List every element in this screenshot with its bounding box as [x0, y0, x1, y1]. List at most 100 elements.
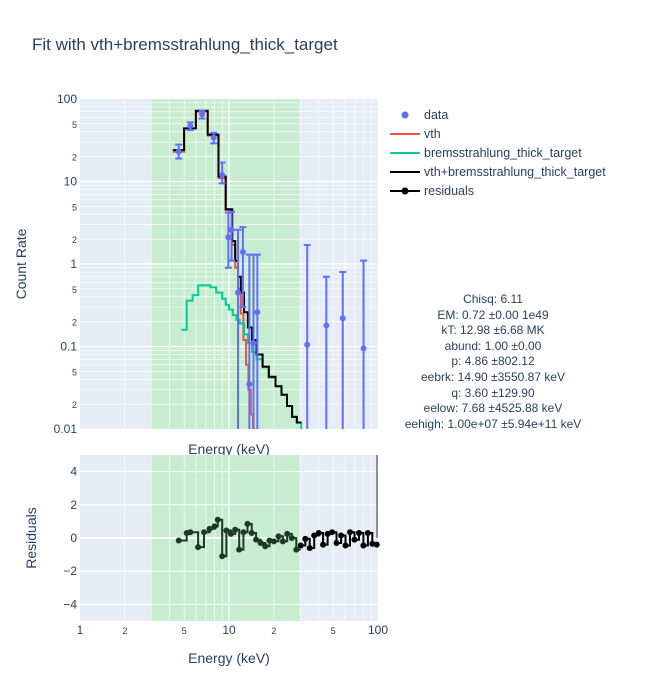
data-point	[175, 143, 183, 160]
residual-marker	[288, 535, 295, 541]
legend-item-data[interactable]: data	[401, 108, 449, 122]
data-marker	[254, 309, 261, 316]
legend-label-total: vth+bremsstrahlung_thick_target	[424, 165, 606, 179]
stat-em: EM: 0.72 ±0.00 1e49	[437, 308, 549, 322]
residuals-x-tick-label: 1	[77, 623, 84, 637]
data-point	[234, 228, 242, 429]
residual-marker	[315, 530, 322, 537]
legend-label-vth: vth	[424, 127, 441, 141]
spectrum-y-tick-label: 1	[70, 257, 77, 271]
legend-item-vth[interactable]: vth	[390, 127, 441, 141]
chart-title: Fit with vth+bremsstrahlung_thick_target	[32, 35, 338, 54]
residual-marker	[338, 532, 345, 539]
spectrum-y-tick-label: 5	[72, 120, 77, 130]
data-marker	[225, 234, 232, 241]
residual-marker	[253, 536, 260, 543]
residuals-x-tick-label: 5	[182, 626, 187, 636]
data-marker	[239, 248, 246, 255]
residuals-panel: 4 2 0 −2 −4 1 2 5 10 2 5 100 Energy (keV) Residual…	[23, 455, 388, 666]
data-point	[218, 161, 226, 185]
residual-marker	[219, 553, 226, 560]
data-marker	[210, 134, 217, 141]
residuals-x-tick-label: 2	[271, 626, 276, 636]
legend-data-marker	[401, 111, 409, 119]
spectrum-clipped-group	[172, 109, 368, 429]
residual-marker	[236, 546, 243, 553]
residual-marker	[284, 530, 291, 537]
residual-marker	[262, 543, 269, 550]
data-marker	[339, 315, 346, 322]
residual-marker	[297, 542, 304, 549]
residual-marker	[364, 530, 371, 537]
spectrum-y-tick-label: 10	[64, 175, 78, 189]
residual-marker	[320, 541, 327, 548]
residual-marker	[223, 527, 230, 534]
residuals-y-tick-label: 0	[70, 531, 77, 545]
legend-residuals-marker	[401, 187, 409, 195]
residual-marker	[373, 541, 380, 548]
data-marker	[228, 226, 235, 233]
residuals-y-tick-label: 4	[70, 465, 77, 479]
data-point	[186, 121, 194, 132]
spectrum-y-tick-label: 0.01	[54, 422, 78, 436]
residuals-y-ticks: 4 2 0 −2 −4	[63, 465, 77, 612]
residuals-x-tick-label: 100	[368, 623, 388, 637]
stat-q: q: 3.60 ±129.90	[451, 386, 535, 400]
legend-item-bremsstrahlung[interactable]: bremsstrahlung_thick_target	[390, 146, 582, 160]
residual-marker	[211, 523, 218, 530]
residuals-series	[175, 455, 380, 560]
stat-eehigh: eehigh: 1.00e+07 ±5.94e+11 keV	[405, 417, 582, 431]
residual-marker	[240, 529, 247, 536]
data-marker	[199, 111, 206, 118]
residual-marker	[351, 536, 358, 543]
spectrum-y-ticks: 100 5 2 10 5 2 1 5 2 0.1 5 2 0.01	[54, 92, 78, 436]
stat-p: p: 4.86 ±802.12	[451, 354, 535, 368]
residual-marker	[201, 529, 208, 536]
residuals-x-tick-label: 10	[222, 623, 236, 637]
residual-marker	[195, 544, 202, 551]
residuals-gridlines	[80, 455, 378, 621]
residuals-x-tick-label: 2	[122, 626, 127, 636]
total-step-line	[172, 109, 302, 424]
residual-marker	[347, 529, 354, 536]
data-point	[339, 270, 347, 429]
residual-marker	[311, 532, 318, 539]
residual-marker	[206, 525, 213, 532]
stat-eebrk: eebrk: 14.90 ±3550.87 keV	[421, 370, 565, 384]
residuals-y-tick-label: 2	[70, 498, 77, 512]
residual-marker	[244, 520, 251, 527]
data-point	[253, 253, 261, 429]
data-point	[239, 226, 247, 309]
residuals-x-axis-title: Energy (keV)	[188, 650, 270, 666]
residuals-y-tick-label: −2	[63, 564, 77, 578]
data-marker	[235, 289, 242, 296]
residual-marker	[175, 537, 182, 544]
data-marker	[246, 381, 253, 388]
data-marker	[360, 345, 367, 352]
residual-marker	[227, 530, 234, 537]
spectrum-y-tick-label: 2	[72, 318, 77, 328]
spectrum-y-tick-label: 5	[72, 285, 77, 295]
residual-marker	[275, 533, 282, 540]
data-point	[322, 275, 330, 429]
legend-item-total[interactable]: vth+bremsstrahlung_thick_target	[390, 165, 606, 179]
data-point	[360, 259, 368, 429]
residual-marker	[293, 546, 300, 553]
spectrum-panel: 100 5 2 10 5 2 1 5 2 0.1 5 2 0.01 Energy (keV) Count…	[13, 92, 378, 457]
legend-item-residuals[interactable]: residuals	[390, 184, 474, 198]
spectrum-y-tick-label: 2	[72, 400, 77, 410]
data-point	[303, 243, 311, 429]
spectrum-x-axis-title: Energy (keV)	[188, 441, 270, 457]
legend[interactable]: data vth bremsstrahlung_thick_target vth…	[390, 108, 606, 198]
stat-eelow: eelow: 7.68 ±4525.88 keV	[424, 401, 563, 415]
residual-marker	[342, 542, 349, 549]
spectrum-y-tick-label: 5	[72, 202, 77, 212]
data-marker	[175, 148, 182, 155]
fit-statistics: Chisq: 6.11 EM: 0.72 ±0.00 1e49 kT: 12.9…	[405, 292, 582, 431]
data-point	[198, 109, 206, 120]
data-marker	[219, 171, 226, 178]
spectrum-y-tick-label: 5	[72, 367, 77, 377]
data-point	[210, 131, 218, 145]
residual-marker	[306, 544, 313, 551]
legend-label-bremsstrahlung: bremsstrahlung_thick_target	[424, 146, 582, 160]
